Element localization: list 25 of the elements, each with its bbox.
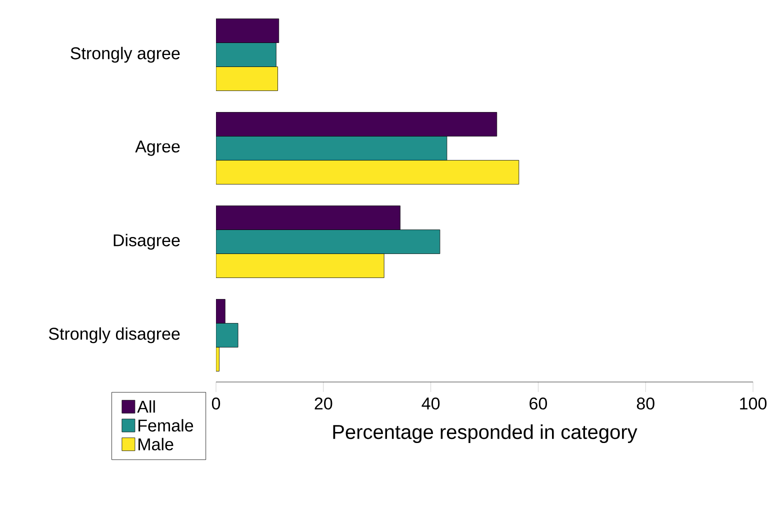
y-tick-label: Strongly agree [70, 46, 180, 63]
y-tick-label: Strongly disagree [48, 327, 180, 344]
bar [216, 230, 440, 254]
y-tick-label: Disagree [114, 234, 180, 250]
bar [216, 42, 276, 67]
bar [216, 323, 238, 348]
x-axis-title: Percentage responded in category [333, 424, 638, 444]
x-tick-label: 0 [212, 398, 220, 410]
bar [216, 206, 400, 230]
x-tick-label: 80 [636, 398, 654, 410]
x-tick-label: 20 [314, 398, 332, 410]
y-tick-label: Agree [135, 140, 180, 156]
x-tick-label: 40 [422, 398, 440, 410]
bar [216, 136, 448, 160]
bar [216, 160, 520, 184]
bar [216, 66, 278, 91]
bar [216, 112, 498, 136]
x-tick-label: 60 [530, 398, 547, 410]
x-tick-label: 100 [740, 398, 767, 410]
legend-label: All [137, 400, 155, 413]
legend-label: Male [138, 438, 174, 450]
bar [216, 18, 280, 43]
bar [216, 254, 384, 278]
bar [216, 299, 226, 324]
legend-label: Female [138, 419, 194, 432]
